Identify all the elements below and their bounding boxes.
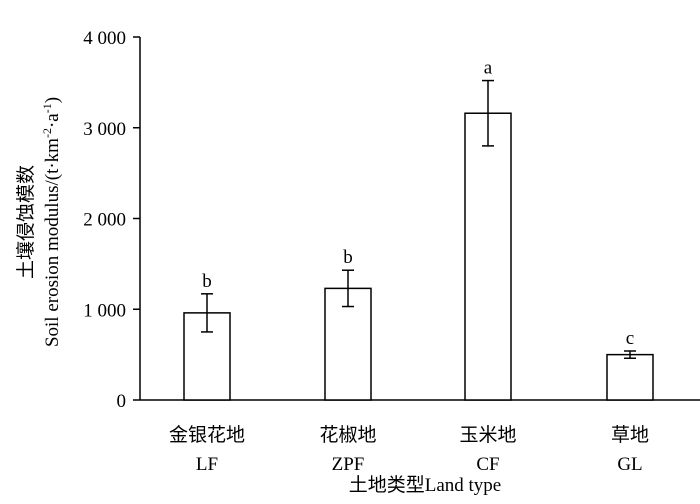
bar xyxy=(464,112,512,401)
category-label-zh: 花椒地 xyxy=(319,424,376,446)
significance-label: c xyxy=(626,328,634,349)
y-tick-label: 4 000 xyxy=(83,28,126,49)
y-tick-label: 2 000 xyxy=(83,210,126,231)
y-tick-label: 1 000 xyxy=(83,300,126,321)
y-axis: 0 1 000 2 000 3 000 4 000 xyxy=(83,28,141,412)
y-axis-title-en-exp2: -1 xyxy=(40,103,54,113)
significance-label: b xyxy=(343,247,353,268)
y-axis-title-zh: 土壤侵蚀模数 xyxy=(15,165,37,279)
significance-label: b xyxy=(202,271,212,292)
category-label-zh: 金银花地 xyxy=(169,424,245,446)
category-label-en: CF xyxy=(476,454,499,475)
category-label-zh: 玉米地 xyxy=(459,424,516,446)
y-tick-label: 0 xyxy=(117,391,127,412)
y-axis-title-en-end: ) xyxy=(42,97,63,103)
bar xyxy=(606,353,654,401)
significance-label: a xyxy=(484,58,493,79)
y-axis-title-en-exp1: -2 xyxy=(40,128,54,138)
category-label-en: GL xyxy=(617,454,642,475)
category-label-en: LF xyxy=(196,454,218,475)
x-axis-title: 土地类型Land type xyxy=(349,474,502,496)
category-label-en: ZPF xyxy=(332,454,365,475)
y-axis-title-en: Soil erosion modulus/(t·km-2·a-1) xyxy=(40,97,63,347)
y-axis-title-en-mid: ·a xyxy=(42,113,63,128)
y-tick-label: 3 000 xyxy=(83,119,126,140)
bars: b b a c xyxy=(183,58,654,401)
category-labels: 金银花地 LF 花椒地 ZPF 玉米地 CF 草地 GL xyxy=(169,424,649,475)
y-axis-title-en-main: Soil erosion modulus/(t·km xyxy=(42,138,63,347)
category-label-zh: 草地 xyxy=(611,424,649,446)
